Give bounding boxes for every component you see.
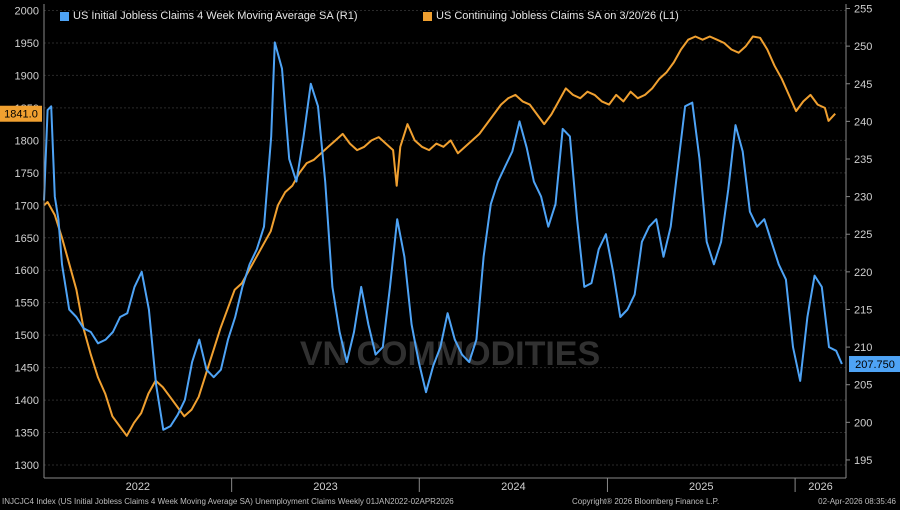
left-axis-tick-label: 1750 [15, 168, 39, 180]
right-axis-tick-label: 230 [854, 192, 872, 204]
right-axis-tick-label: 195 [854, 455, 872, 467]
x-axis-year-label: 2022 [126, 481, 150, 493]
right-axis-tick-label: 245 [854, 79, 872, 91]
legend-swatch-continuing-claims [423, 11, 432, 21]
watermark-text: VN COMMODITIES [300, 335, 600, 373]
initial-claims-value-badge [849, 356, 900, 373]
grid-lines [44, 9, 846, 466]
right-axis-tick-label: 235 [854, 154, 872, 166]
right-axis-tick-label: 240 [854, 116, 872, 128]
footer-copyright: Copyright® 2026 Bloomberg Finance L.P. [572, 497, 720, 506]
initial-claims-line [43, 41, 843, 431]
footer-source-text: INJCJC4 Index (US Initial Jobless Claims… [2, 497, 454, 506]
x-axis-year-label: 2026 [808, 481, 832, 493]
x-axis-year-label: 2023 [313, 481, 337, 493]
right-axis-tick-label: 205 [854, 380, 872, 392]
x-axis-year-label: 2024 [501, 481, 525, 493]
left-axis-tick-label: 1600 [15, 265, 39, 277]
left-axis-tick-label: 1450 [15, 363, 39, 375]
continuing-claims-value-label: 1841.0 [4, 109, 38, 121]
left-axis-tick-label: 1900 [15, 70, 39, 82]
right-axis-tick-label: 250 [854, 41, 872, 53]
legend-label-continuing-claims: US Continuing Jobless Claims SA on 3/20/… [436, 10, 679, 22]
legend-swatch-initial-claims [60, 11, 69, 21]
right-axis-tick-label: 210 [854, 342, 872, 354]
value-badges: 207.750 1841.0 [0, 105, 900, 373]
right-axis-tick-label: 255 [854, 4, 872, 16]
continuing-claims-line [43, 35, 836, 437]
left-axis-tick-label: 1950 [15, 38, 39, 50]
left-axis-tick-label: 1500 [15, 330, 39, 342]
left-axis-tick-label: 1400 [15, 395, 39, 407]
x-axis-year-label: 2025 [689, 481, 713, 493]
left-axis-tick-label: 2000 [15, 5, 39, 17]
left-axis-tick-label: 1650 [15, 233, 39, 245]
right-axis-tick-label: 225 [854, 229, 872, 241]
footer-timestamp: 02-Apr-2026 08:35:46 [818, 497, 896, 506]
left-axis-tick-label: 1550 [15, 298, 39, 310]
watermark: VN COMMODITIES [300, 335, 600, 373]
right-axis-tick-label: 215 [854, 304, 872, 316]
legend-label-initial-claims: US Initial Jobless Claims 4 Week Moving … [73, 10, 358, 22]
initial-claims-value-label: 207.750 [855, 359, 895, 371]
series-lines [43, 35, 843, 437]
left-axis-tick-label: 1800 [15, 135, 39, 147]
continuing-claims-value-badge [0, 105, 42, 122]
right-axis-tick-label: 220 [854, 267, 872, 279]
left-axis-tick-label: 1350 [15, 428, 39, 440]
right-axis-tick-label: 200 [854, 417, 872, 429]
left-axis-tick-label: 1300 [15, 460, 39, 472]
legend-item-continuing-claims: US Continuing Jobless Claims SA on 3/20/… [423, 7, 679, 25]
left-axis-tick-label: 1700 [15, 200, 39, 212]
legend-item-initial-claims: US Initial Jobless Claims 4 Week Moving … [60, 7, 358, 25]
